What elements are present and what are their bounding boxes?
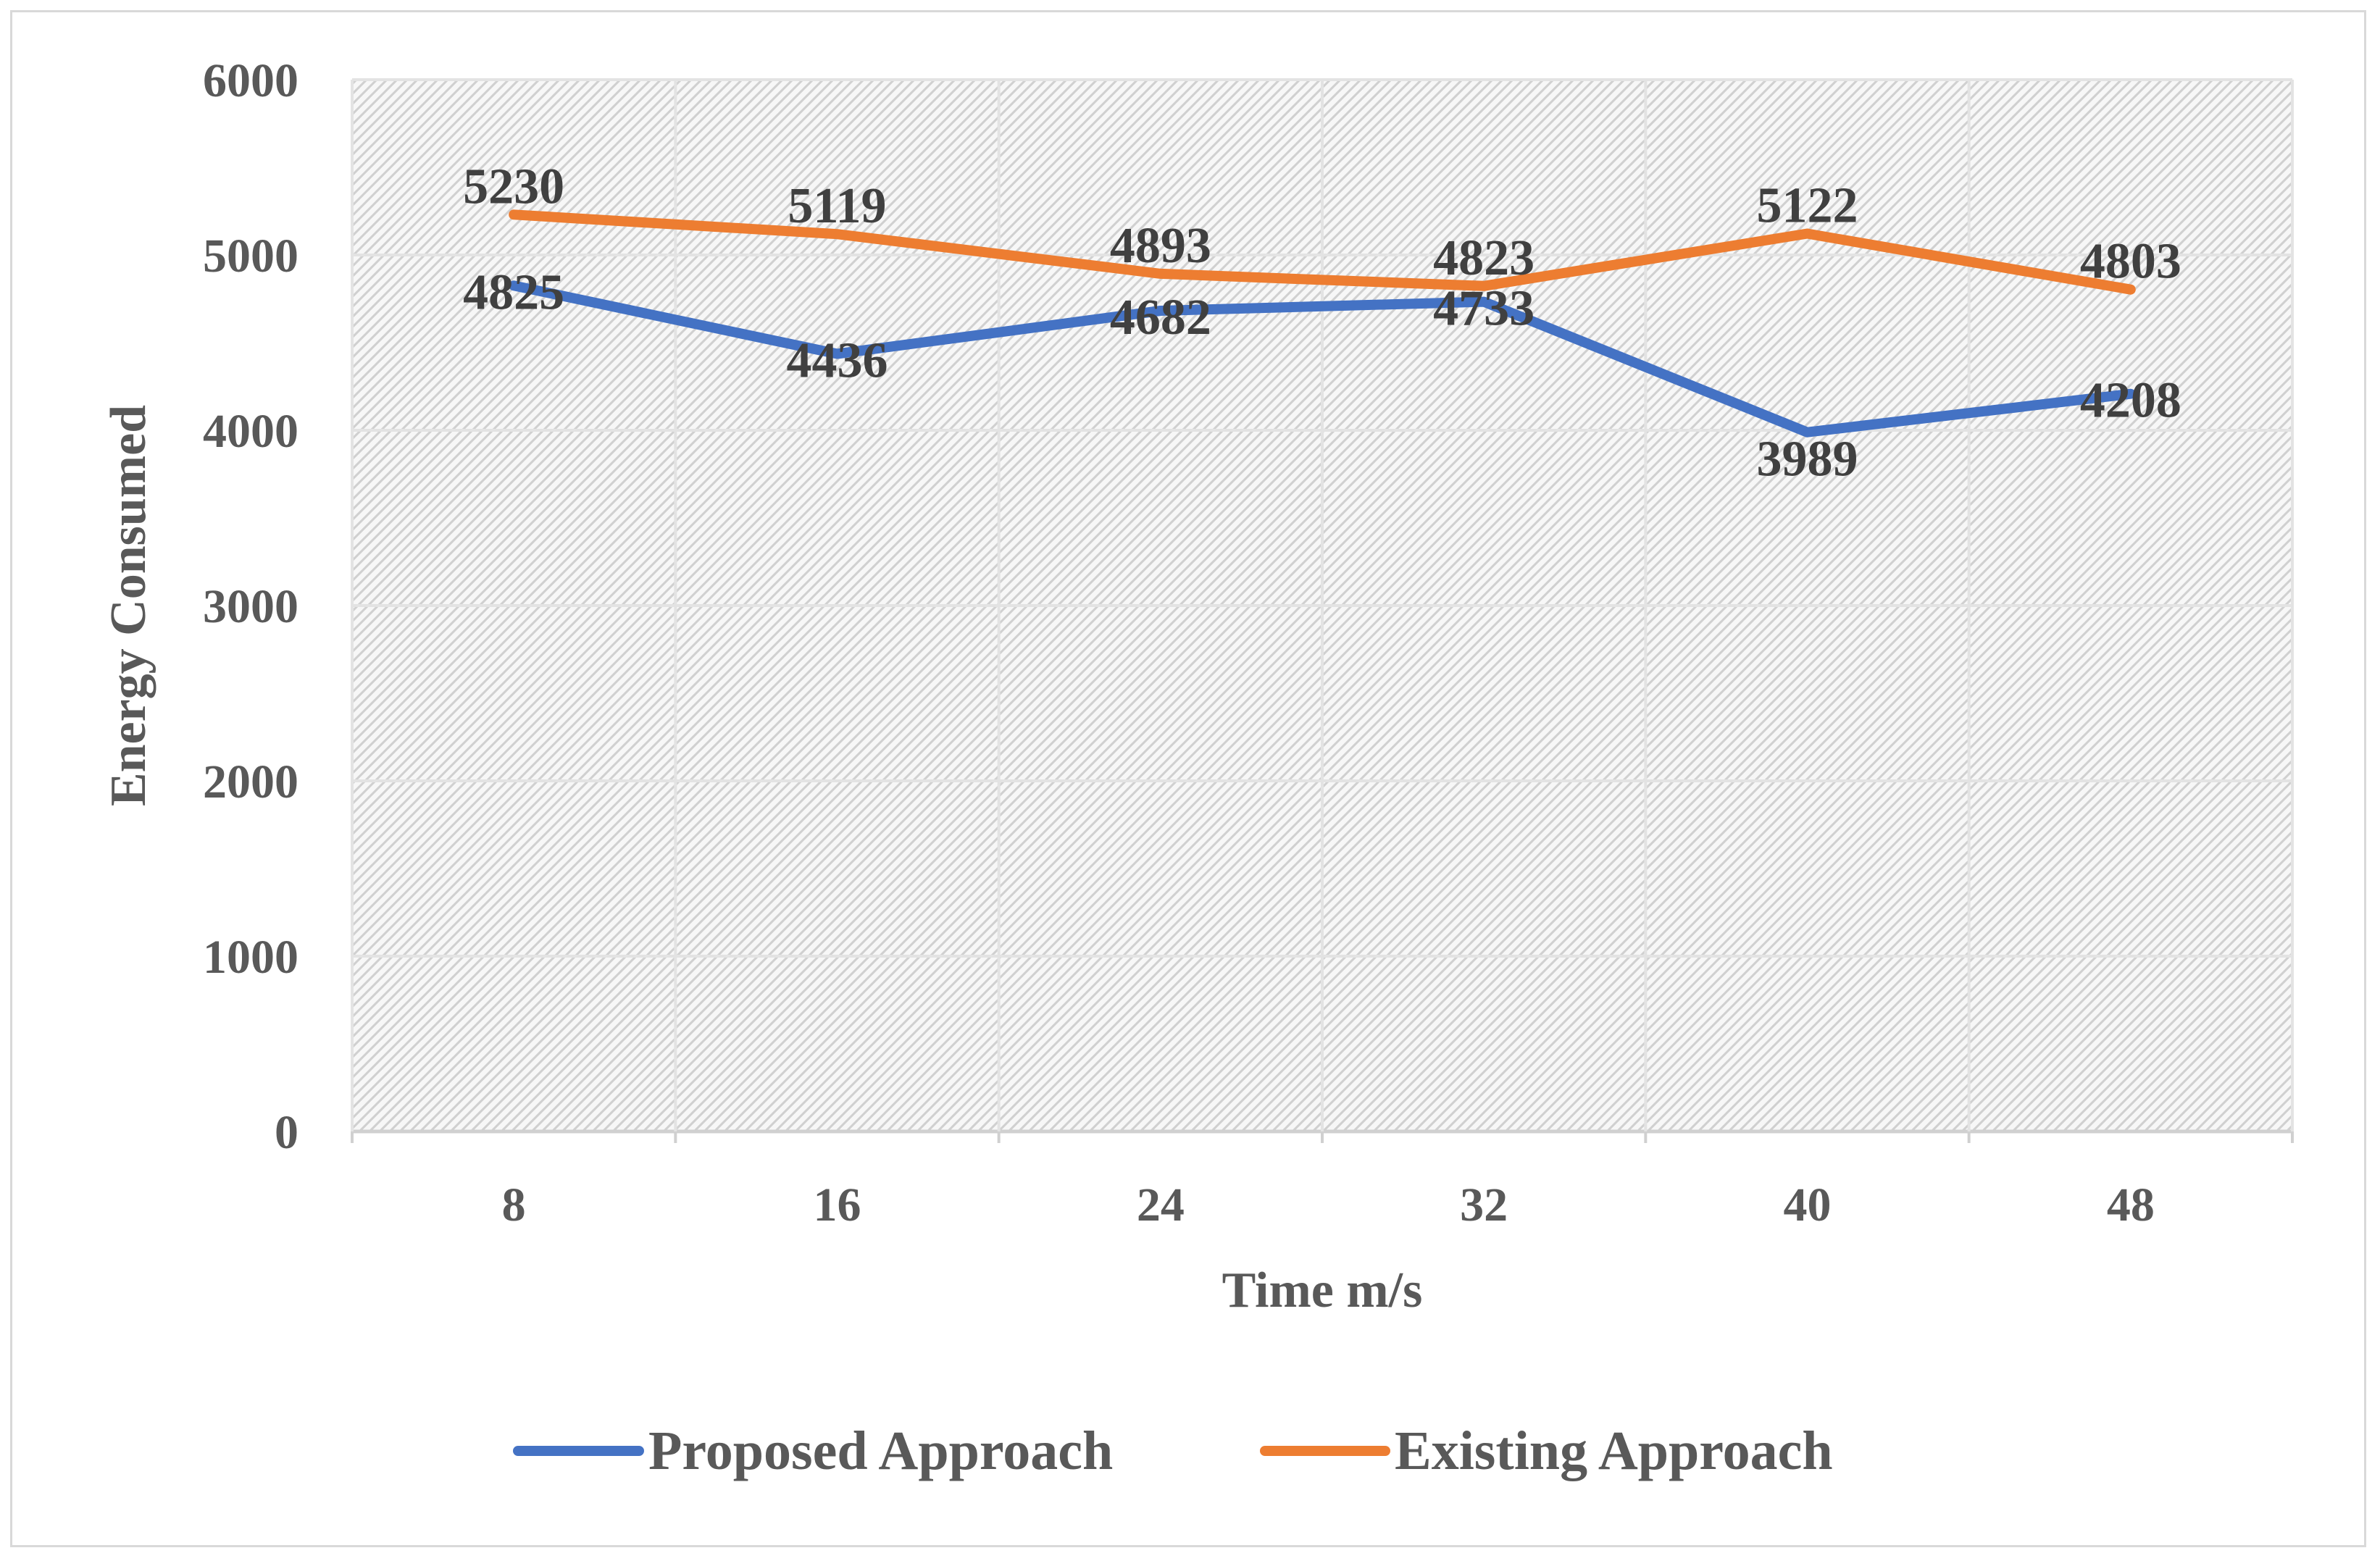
x-axis-title: Time m/s: [1222, 1263, 1423, 1318]
data-label: 4208: [2080, 373, 2181, 429]
y-tick-label: 2000: [203, 756, 298, 808]
legend-label-existing: Existing Approach: [1395, 1420, 1833, 1481]
y-tick-label: 4000: [203, 405, 298, 458]
data-label: 4436: [787, 332, 888, 388]
series-lines: [509, 209, 2136, 438]
x-tick-label: 8: [502, 1179, 526, 1231]
y-axis-title: Energy Consumed: [101, 405, 156, 806]
y-tick-label: 0: [275, 1106, 298, 1159]
data-label: 5122: [1757, 177, 1858, 233]
x-tick-label: 48: [2107, 1179, 2155, 1231]
data-label: 4893: [1110, 218, 1211, 274]
series-line-existing-approach: [509, 209, 2136, 295]
data-label: 4825: [463, 264, 564, 320]
y-tick-label: 5000: [203, 230, 298, 283]
y-tick-label: 1000: [203, 931, 298, 984]
data-label: 4733: [1433, 281, 1535, 337]
data-label: 3989: [1757, 432, 1858, 487]
data-labels: 4825 4436 4682 4733 3989 4208 5230 5119 4893 4823…: [463, 159, 2181, 487]
x-tick-label: 40: [1784, 1179, 1832, 1231]
x-tick-label: 32: [1460, 1179, 1508, 1231]
series-line-proposed-approach: [509, 280, 2136, 438]
x-tick-label: 24: [1137, 1179, 1185, 1231]
data-label: 4823: [1433, 230, 1535, 286]
x-tick-label: 16: [814, 1179, 861, 1231]
legend-label-proposed: Proposed Approach: [648, 1420, 1113, 1481]
legend: Proposed Approach Existing Approach: [513, 1420, 1833, 1481]
data-label: 4682: [1110, 290, 1211, 346]
y-tick-label: 6000: [203, 54, 298, 107]
data-label: 4803: [2080, 234, 2181, 290]
data-label: 5230: [463, 159, 564, 214]
y-tick-label: 3000: [203, 580, 298, 633]
gridlines: [351, 78, 2294, 1143]
data-label: 5119: [788, 178, 886, 234]
y-axis: 0 1000 2000 3000 4000 5000 6000: [203, 54, 298, 1159]
x-axis: 8 16 24 32 40 48: [502, 1179, 2155, 1231]
